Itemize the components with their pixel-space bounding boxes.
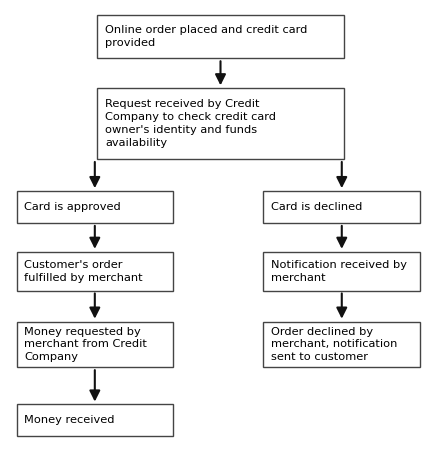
- FancyBboxPatch shape: [264, 322, 420, 367]
- Text: Order declined by
merchant, notification
sent to customer: Order declined by merchant, notification…: [272, 327, 398, 362]
- FancyBboxPatch shape: [17, 191, 173, 223]
- Text: Card is approved: Card is approved: [25, 202, 121, 212]
- Text: Card is declined: Card is declined: [272, 202, 363, 212]
- Text: Customer's order
fulfilled by merchant: Customer's order fulfilled by merchant: [25, 260, 143, 283]
- Text: Online order placed and credit card
provided: Online order placed and credit card prov…: [105, 25, 307, 48]
- FancyBboxPatch shape: [17, 252, 173, 291]
- FancyBboxPatch shape: [97, 15, 344, 59]
- Text: Notification received by
merchant: Notification received by merchant: [272, 260, 407, 283]
- FancyBboxPatch shape: [17, 404, 173, 436]
- FancyBboxPatch shape: [17, 322, 173, 367]
- FancyBboxPatch shape: [97, 88, 344, 159]
- FancyBboxPatch shape: [264, 252, 420, 291]
- Text: Request received by Credit
Company to check credit card
owner's identity and fun: Request received by Credit Company to ch…: [105, 99, 276, 148]
- FancyBboxPatch shape: [264, 191, 420, 223]
- Text: Money received: Money received: [25, 415, 115, 425]
- Text: Money requested by
merchant from Credit
Company: Money requested by merchant from Credit …: [25, 327, 147, 362]
